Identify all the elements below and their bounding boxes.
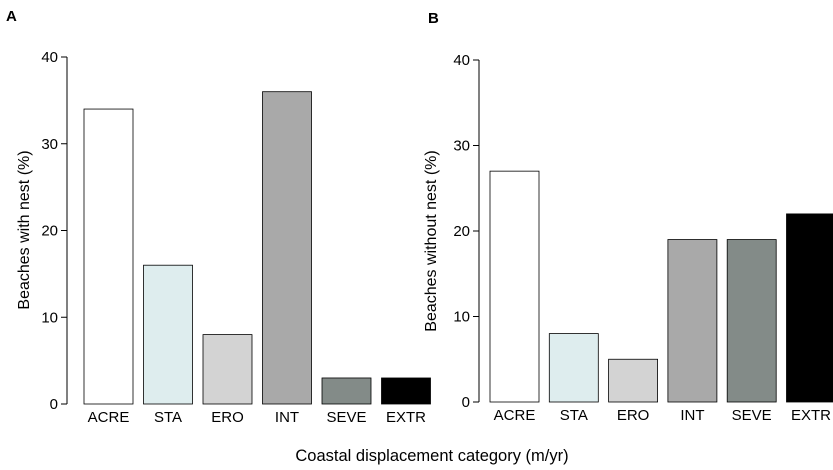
bar-acre <box>490 171 539 402</box>
bar-seve <box>322 378 371 404</box>
category-label: ERO <box>211 409 244 426</box>
bar-ero <box>609 359 658 402</box>
bar-extr <box>382 378 431 404</box>
y-tick-label: 40 <box>41 49 58 66</box>
category-label: INT <box>680 407 704 424</box>
y-tick-label: 10 <box>41 309 58 326</box>
category-label: SEVE <box>326 409 366 426</box>
panel-b: B 0 10 20 30 40 Beaches without nest (%) ACRE ST… <box>423 10 833 424</box>
shared-x-axis-title: Coastal displacement category (m/yr) <box>295 447 568 465</box>
category-label: EXTR <box>791 407 831 424</box>
panel-label: A <box>6 8 17 25</box>
panel-label: B <box>428 10 439 27</box>
y-tick-label: 10 <box>453 309 470 326</box>
y-tick-label: 30 <box>453 138 470 155</box>
category-label: ACRE <box>88 409 130 426</box>
y-tick-label: 20 <box>453 223 470 240</box>
category-label: INT <box>275 409 299 426</box>
y-tick-label: 0 <box>50 396 58 413</box>
y-tick-label: 40 <box>453 52 470 69</box>
panel-a: A 0 10 20 30 40 Beaches with nest (%) ACRE STA ER… <box>6 8 431 426</box>
category-label: ACRE <box>494 407 536 424</box>
y-axis-title: Beaches without nest (%) <box>423 150 440 331</box>
bar-acre <box>84 109 133 404</box>
category-label: EXTR <box>386 409 426 426</box>
category-label: ERO <box>617 407 650 424</box>
category-label: STA <box>560 407 588 424</box>
bar-sta <box>144 265 193 404</box>
bar-extr <box>787 214 833 402</box>
bar-seve <box>727 240 776 402</box>
y-tick-label: 20 <box>41 223 58 240</box>
bar-sta <box>549 334 598 402</box>
bar-ero <box>203 335 252 404</box>
bar-int <box>263 92 312 404</box>
y-axis-title: Beaches with nest (%) <box>16 150 33 309</box>
bar-int <box>668 240 717 402</box>
y-tick-label: 30 <box>41 136 58 153</box>
category-label: SEVE <box>732 407 772 424</box>
category-label: STA <box>154 409 182 426</box>
y-tick-label: 0 <box>462 394 470 411</box>
